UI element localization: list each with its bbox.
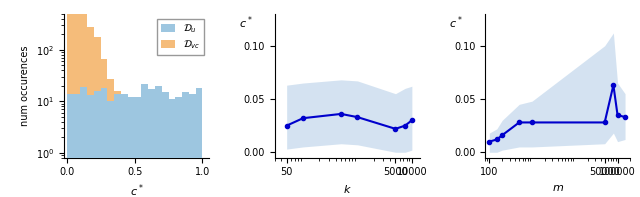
Bar xyxy=(74,0,80,197)
Bar xyxy=(67,0,74,197)
Bar xyxy=(87,95,94,197)
Bar xyxy=(189,94,196,197)
Bar xyxy=(182,92,189,197)
Bar xyxy=(168,99,175,197)
Bar xyxy=(80,87,87,197)
X-axis label: $c^*$: $c^*$ xyxy=(130,183,143,197)
Bar xyxy=(128,97,134,197)
Bar xyxy=(67,94,74,197)
Bar xyxy=(121,94,128,197)
Bar xyxy=(196,88,202,197)
Bar xyxy=(134,97,141,197)
Bar xyxy=(80,9,87,197)
Bar xyxy=(175,97,182,197)
Bar xyxy=(100,88,108,197)
X-axis label: $m$: $m$ xyxy=(552,183,564,193)
Bar xyxy=(114,94,121,197)
Bar xyxy=(108,79,114,197)
Bar xyxy=(94,91,100,197)
Bar xyxy=(141,84,148,197)
Bar xyxy=(155,137,162,197)
Bar xyxy=(162,92,168,197)
Bar xyxy=(114,91,121,197)
Bar xyxy=(121,101,128,197)
Bar xyxy=(100,59,108,197)
Bar xyxy=(134,153,141,197)
X-axis label: $k$: $k$ xyxy=(343,183,351,195)
Bar xyxy=(74,94,80,197)
Bar xyxy=(141,153,148,197)
Bar xyxy=(94,37,100,197)
Y-axis label: num occurences: num occurences xyxy=(20,46,30,126)
Bar xyxy=(128,153,134,197)
Bar xyxy=(87,27,94,197)
Bar xyxy=(148,89,155,197)
Bar xyxy=(108,101,114,197)
Y-axis label: $c^*$: $c^*$ xyxy=(239,14,252,31)
Bar xyxy=(155,86,162,197)
Legend: $\mathcal{D}_u$, $\mathcal{D}_{vc}$: $\mathcal{D}_u$, $\mathcal{D}_{vc}$ xyxy=(157,19,204,55)
Bar xyxy=(162,137,168,197)
Y-axis label: $c^*$: $c^*$ xyxy=(449,14,463,31)
